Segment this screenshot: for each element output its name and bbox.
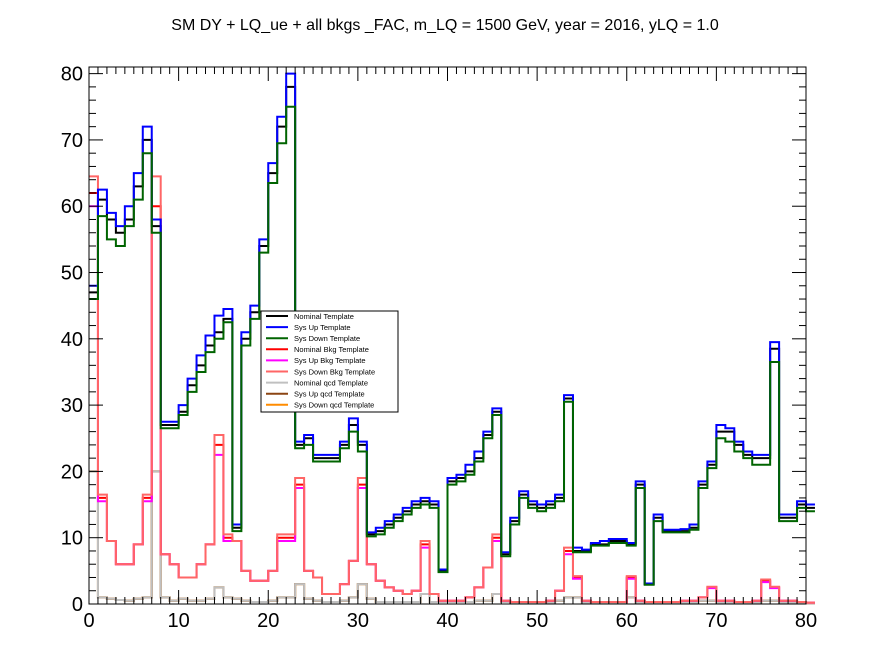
series-nominal-template (89, 85, 815, 586)
legend-entry: Sys Up Template (294, 323, 351, 332)
series-sys-up-qcd-template (89, 470, 815, 605)
legend-entry: Sys Down qcd Template (294, 401, 374, 410)
y-tick-label: 10 (61, 528, 83, 550)
x-tick-label: 60 (616, 610, 638, 632)
series-sys-up-template (89, 72, 815, 585)
x-tick-label: 50 (526, 610, 548, 632)
x-tick-label: 40 (436, 610, 458, 632)
legend: Nominal Template Sys Up Template Sys Down … (260, 310, 399, 413)
series-nominal-bkg-template (89, 191, 815, 604)
y-tick-label: 60 (61, 196, 83, 218)
legend-entry: Sys Down Template (294, 334, 360, 343)
series-nominal-qcd-template (89, 470, 815, 605)
legend-entry: Sys Up Bkg Template (294, 356, 366, 365)
y-tick-label: 20 (61, 461, 83, 483)
x-tick-label: 80 (795, 610, 817, 632)
legend-entry: Sys Down Bkg Template (294, 367, 375, 376)
legend-entry: Nominal qcd Template (294, 378, 368, 387)
chart-title: SM DY + LQ_ue + all bkgs _FAC, m_LQ = 15… (171, 17, 719, 34)
legend-entry: Nominal Template (294, 312, 354, 321)
y-tick-label: 40 (61, 329, 83, 351)
x-tick-label: 20 (257, 610, 279, 632)
series-sys-down-qcd-template (89, 470, 815, 605)
legend-entry: Sys Up qcd Template (294, 390, 365, 399)
y-tick-label: 70 (61, 130, 83, 152)
plot-series-group (89, 72, 815, 605)
y-tick-label: 50 (61, 263, 83, 285)
axis-ticks-group (88, 67, 807, 605)
series-sys-down-bkg-template (89, 175, 815, 604)
y-tick-label: 80 (61, 64, 83, 86)
tick-labels-group: 0 10 20 30 40 50 60 70 80 0 10 20 30 40 50 60 70 80 (61, 64, 817, 632)
x-tick-label: 30 (347, 610, 369, 632)
x-tick-label: 0 (83, 610, 94, 632)
series-sys-up-bkg-template (89, 205, 815, 604)
legend-entry: Nominal Bkg Template (294, 345, 369, 354)
series-sys-down-template (89, 105, 815, 586)
x-tick-label: 10 (168, 610, 190, 632)
y-tick-label: 30 (61, 395, 83, 417)
x-tick-label: 70 (705, 610, 727, 632)
y-tick-label: 0 (72, 594, 83, 616)
